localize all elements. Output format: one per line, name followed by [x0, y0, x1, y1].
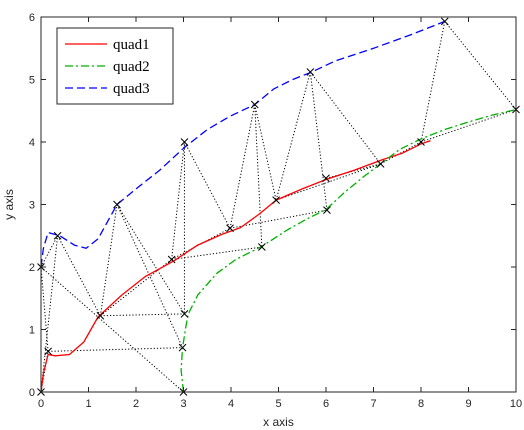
- x-marker: [178, 343, 187, 352]
- x-marker: [167, 255, 176, 264]
- x-marker: [258, 243, 266, 251]
- x-tick-label: 2: [133, 398, 139, 410]
- connector-line: [420, 109, 517, 143]
- x-marker: [306, 68, 315, 76]
- x-markers: [37, 17, 520, 396]
- legend-label-quad3: quad3: [113, 81, 150, 97]
- x-marker: [53, 231, 62, 240]
- x-tick-label: 9: [465, 398, 471, 410]
- x-marker: [376, 160, 385, 168]
- y-tick-label: 2: [29, 262, 35, 274]
- y-tick-label: 0: [29, 387, 35, 399]
- x-marker: [96, 311, 105, 320]
- connector-line: [116, 204, 185, 315]
- connector-line: [41, 266, 49, 352]
- y-tick-label: 4: [29, 137, 35, 149]
- x-tick-label: 8: [418, 398, 424, 410]
- legend: quad1 quad2 quad3: [56, 27, 174, 105]
- legend-label-quad1: quad1: [113, 37, 150, 53]
- series-lines: [41, 20, 517, 393]
- x-marker: [440, 17, 449, 26]
- connector-line: [275, 163, 381, 201]
- connector-line: [420, 21, 446, 143]
- y-axis-label: y axis: [2, 189, 16, 220]
- connector-line: [171, 246, 262, 260]
- x-axis-label: x axis: [263, 415, 294, 429]
- axis-ticks: 0 1 2 3 4 5 6 7 8 9 10 0 1 2 3 4 5 6: [29, 12, 522, 410]
- legend-label-quad2: quad2: [113, 59, 150, 75]
- x-marker: [226, 224, 234, 233]
- connector-line: [229, 104, 256, 229]
- connector-line: [41, 266, 184, 393]
- y-tick-label: 6: [29, 12, 35, 24]
- x-tick-label: 3: [180, 398, 186, 410]
- x-tick-label: 0: [38, 398, 44, 410]
- connector-line: [275, 71, 311, 201]
- y-tick-label: 1: [29, 325, 35, 337]
- x-marker: [323, 206, 331, 214]
- series-line-quad1: [41, 140, 431, 393]
- connector-line: [184, 141, 231, 229]
- connector-line: [41, 235, 59, 393]
- x-tick-label: 7: [370, 398, 376, 410]
- connector-line: [41, 235, 59, 268]
- x-tick-label: 1: [85, 398, 91, 410]
- connector-line: [116, 204, 184, 348]
- connector-line: [57, 235, 101, 316]
- connector-line: [309, 71, 328, 211]
- x-tick-label: 6: [323, 398, 329, 410]
- x-tick-label: 10: [510, 398, 522, 410]
- connector-line: [100, 313, 185, 317]
- x-marker: [44, 347, 52, 356]
- x-tick-label: 4: [228, 398, 234, 410]
- connector-line: [100, 259, 172, 317]
- y-tick-label: 3: [29, 200, 35, 212]
- connector-line: [229, 209, 328, 229]
- x-marker: [113, 200, 121, 209]
- connector-line: [309, 71, 382, 165]
- x-marker: [322, 174, 330, 183]
- series-line-quad2: [180, 108, 517, 393]
- x-tick-label: 5: [275, 398, 281, 410]
- connector-line: [48, 347, 183, 352]
- connector-line: [99, 204, 118, 316]
- x-marker: [180, 310, 189, 318]
- y-tick-label: 5: [29, 75, 35, 87]
- x-marker: [417, 138, 425, 146]
- x-marker: [180, 138, 189, 146]
- series-line-quad3: [41, 20, 446, 268]
- connector-line: [171, 141, 185, 260]
- x-marker: [272, 196, 280, 204]
- x-marker: [250, 100, 259, 109]
- connector-line: [254, 104, 263, 248]
- connector-line: [254, 104, 277, 201]
- connector-line: [444, 21, 517, 110]
- connector-line: [380, 141, 422, 165]
